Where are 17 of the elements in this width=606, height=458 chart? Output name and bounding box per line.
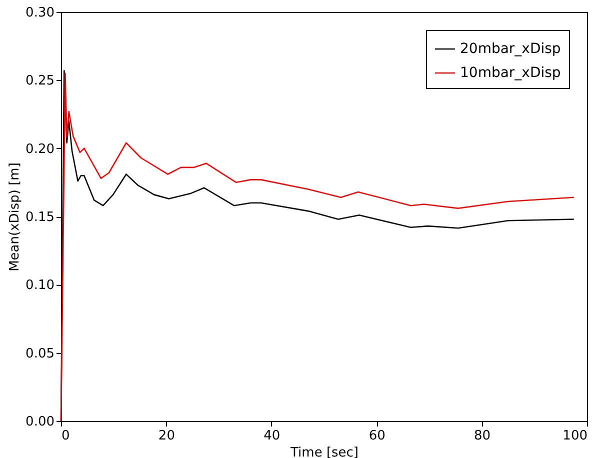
legend-label: 10mbar_xDisp [460, 65, 561, 81]
y-axis-title: Mean(xDisp) [m] [8, 162, 23, 272]
x-tick-label: 100 [562, 428, 588, 444]
x-axis-title: Time [sec] [289, 446, 359, 458]
y-tick-label: 0.05 [26, 346, 54, 362]
y-tick-label: 0.15 [26, 210, 54, 225]
x-tick-label: 60 [368, 428, 386, 444]
x-tick-label: 80 [474, 428, 491, 444]
y-tick-label: 0.20 [26, 142, 54, 157]
y-tick-label: 0.30 [26, 6, 54, 20]
y-tick-label: 0.25 [26, 74, 54, 89]
legend-label: 20mbar_xDisp [460, 41, 561, 57]
x-tick-label: 20 [158, 428, 175, 444]
x-tick-label: 0 [62, 428, 70, 444]
x-tick-label: 40 [264, 428, 280, 444]
y-tick-label: 0.10 [26, 278, 54, 294]
y-tick-label: 0.00 [26, 414, 54, 430]
